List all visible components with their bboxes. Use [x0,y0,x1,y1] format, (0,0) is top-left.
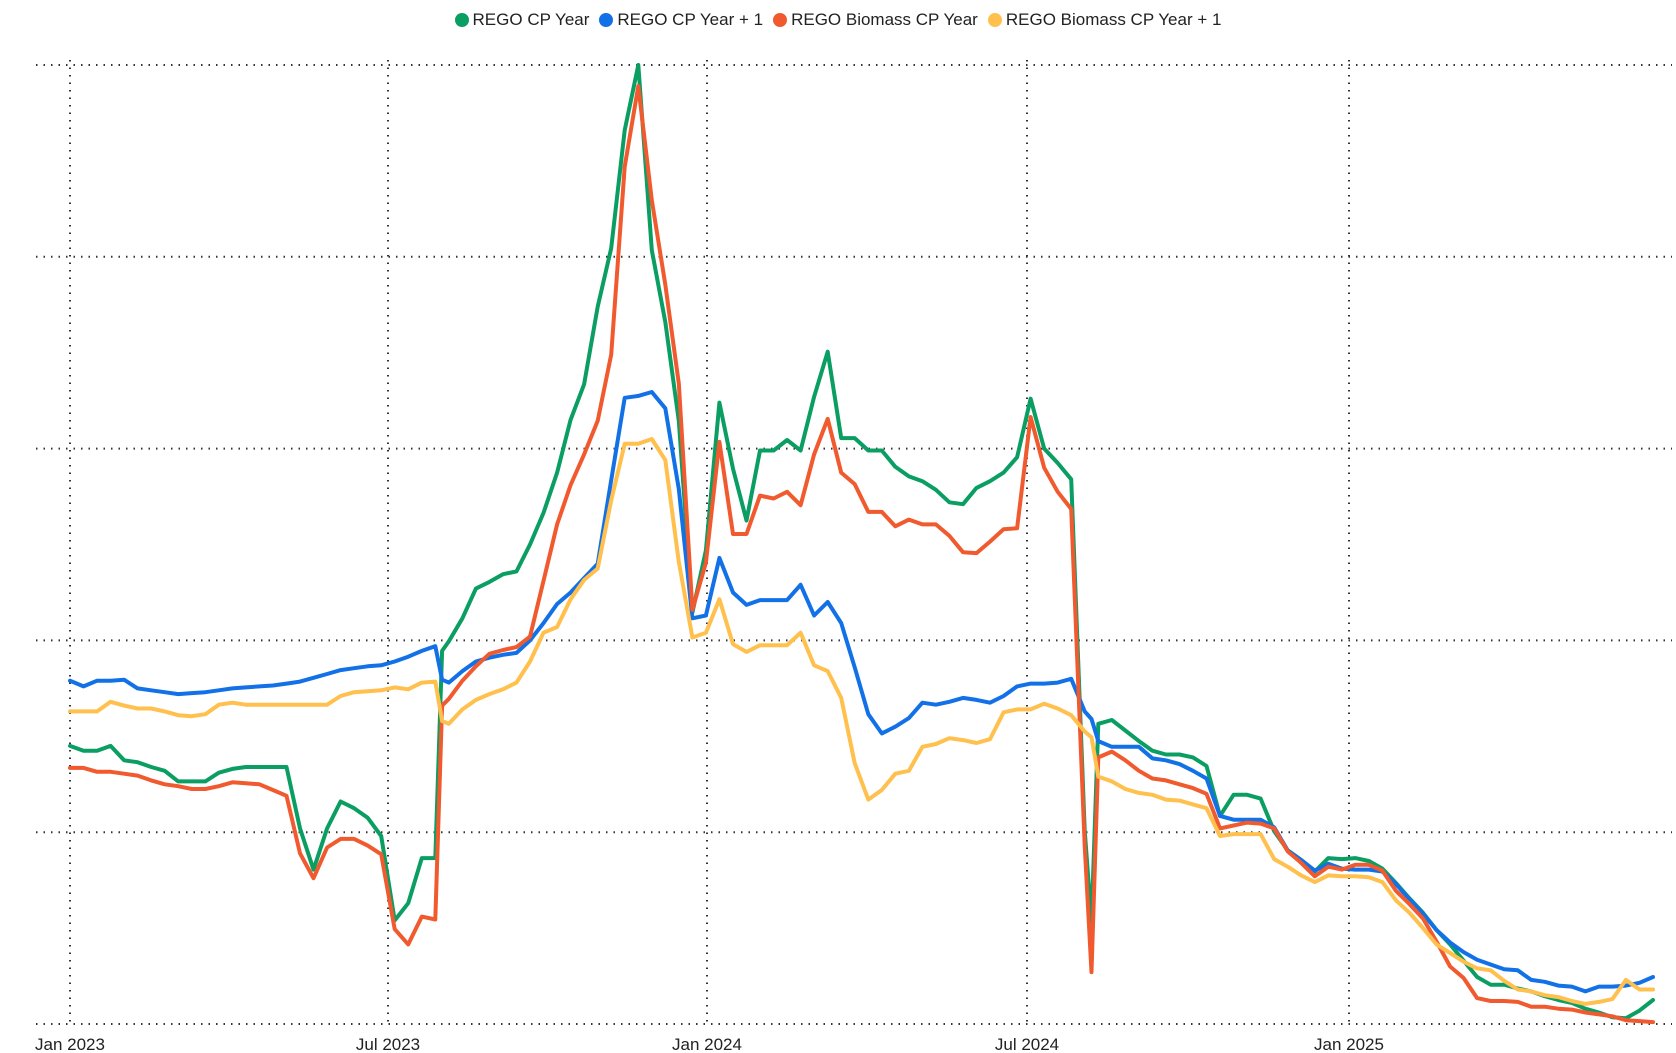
legend-dot-icon [987,13,1002,27]
legend-item-rego-cp-year[interactable]: REGO CP Year [454,10,590,30]
horizontal-gridlines [36,64,1672,1025]
x-tick-label: Jan 2025 [1314,1035,1384,1053]
x-tick-label: Jul 2024 [995,1035,1059,1053]
legend-dot-icon [599,13,614,27]
series-lines [68,63,1655,1025]
x-tick-label: Jan 2023 [35,1035,105,1053]
x-tick-label: Jul 2023 [356,1035,420,1053]
series-line-rego-cp-year[interactable] [68,63,1655,1021]
legend-item-rego-biomass-cp-year[interactable]: REGO Biomass CP Year [773,10,978,30]
legend-label: REGO CP Year [472,10,590,29]
legend-dot-icon [773,13,788,27]
series-line-rego-biomass-cp-year-plus-1[interactable] [68,437,1655,1006]
series-line-rego-biomass-cp-year[interactable] [68,84,1655,1025]
x-tick-label: Jan 2024 [672,1035,742,1053]
legend-label: REGO Biomass CP Year [791,10,978,29]
legend-label: REGO CP Year + 1 [617,10,764,29]
legend-item-rego-biomass-cp-year-plus-1[interactable]: REGO Biomass CP Year + 1 [987,10,1222,30]
x-axis-ticks: Jan 2023 Jul 2023 Jan 2024 Jul 2024 Jan 2025 [35,1035,1384,1053]
legend-item-rego-cp-year-plus-1[interactable]: REGO CP Year + 1 [599,10,763,30]
legend-label: REGO Biomass CP Year + 1 [1005,10,1222,29]
legend: REGO CP Year REGO CP Year + 1 REGO Bioma… [0,10,1676,30]
series-line-rego-cp-year-plus-1[interactable] [68,390,1655,994]
legend-dot-icon [454,13,469,27]
